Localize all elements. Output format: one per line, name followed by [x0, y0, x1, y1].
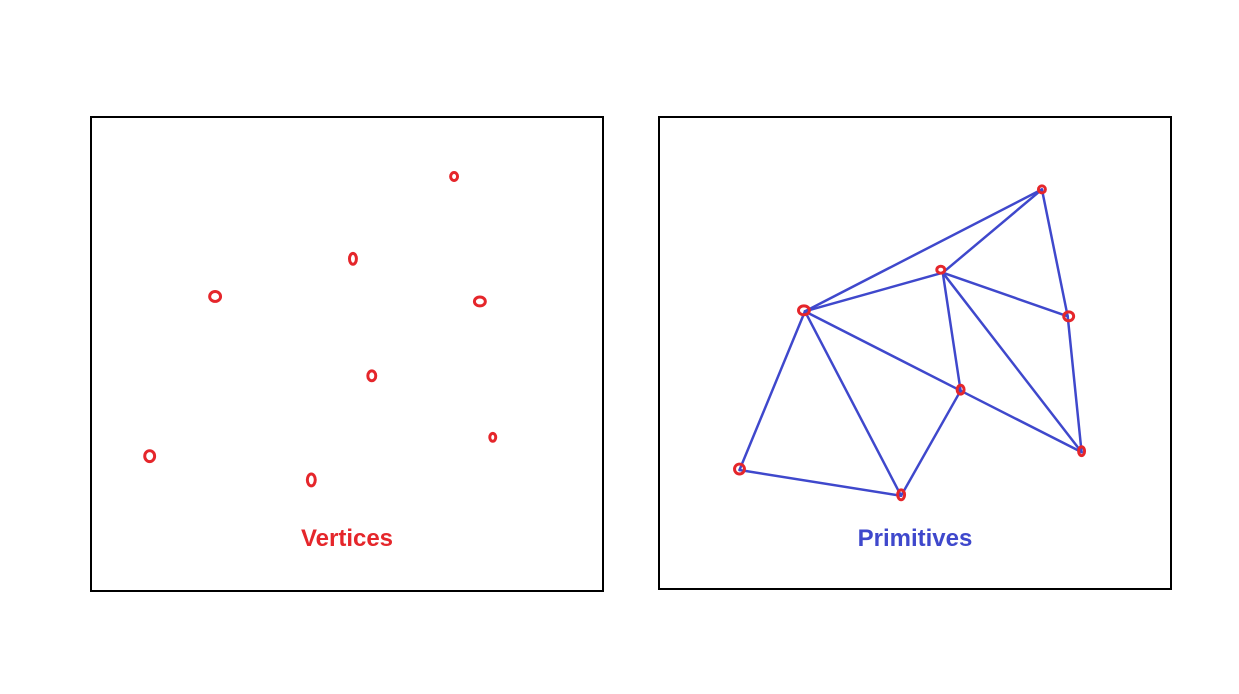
vertex-point — [208, 290, 223, 303]
vertex-point — [305, 472, 317, 488]
vertices-panel: Vertices — [90, 116, 604, 592]
primitive-edge — [899, 389, 962, 498]
primitive-edge — [959, 389, 1083, 454]
primitive-edge — [803, 188, 1044, 313]
primitives-canvas — [733, 184, 1087, 502]
primitive-edge — [1066, 315, 1083, 454]
vertex-point — [1077, 445, 1087, 458]
vertex-point — [896, 488, 907, 502]
primitive-edge — [941, 271, 1069, 318]
vertex-point — [733, 462, 746, 476]
vertices-caption: Vertices — [300, 525, 394, 552]
primitive-edge — [1040, 188, 1069, 318]
vertex-point — [797, 304, 811, 317]
primitives-panel: Primitives — [658, 116, 1172, 590]
vertex-point — [347, 251, 358, 266]
vertex-point — [935, 264, 947, 275]
vertex-point — [472, 295, 487, 308]
primitive-edge — [738, 310, 807, 472]
vertices-canvas — [143, 171, 498, 488]
primitive-edge — [738, 468, 903, 498]
primitive-edge — [803, 310, 903, 498]
vertex-point — [143, 449, 157, 464]
primitive-edge — [941, 271, 1083, 454]
vertex-point — [1036, 184, 1047, 195]
vertex-point — [488, 431, 498, 443]
primitive-edge — [803, 310, 962, 392]
vertex-point — [955, 383, 966, 396]
primitives-caption: Primitives — [857, 525, 973, 552]
primitive-edge — [941, 271, 962, 392]
vertex-point — [1062, 310, 1076, 323]
vertex-point — [449, 171, 460, 182]
primitive-edge — [803, 271, 945, 313]
primitive-edge — [941, 188, 1044, 274]
vertex-point — [366, 369, 378, 383]
